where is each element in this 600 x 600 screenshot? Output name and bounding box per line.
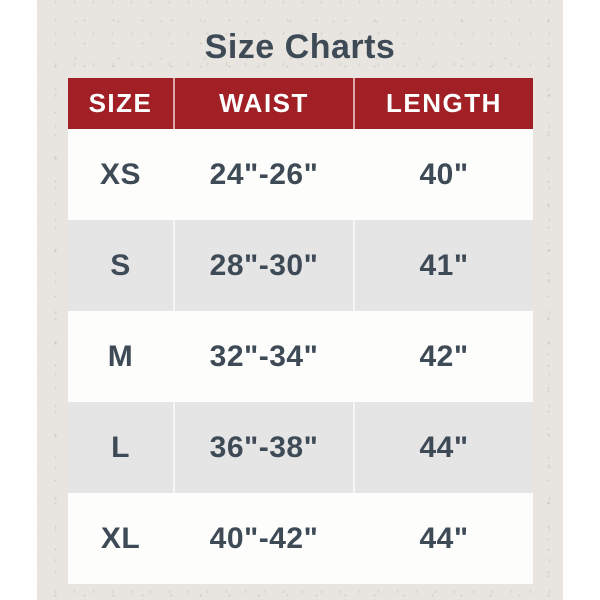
cell-size: M — [68, 311, 173, 402]
size-chart-table: SIZE WAIST LENGTH XS 24"-26" 40" S 28"-3… — [68, 78, 533, 584]
cell-waist: 24"-26" — [173, 129, 353, 220]
page-title: Size Charts — [204, 28, 396, 66]
cell-waist: 28"-30" — [173, 220, 353, 311]
cell-length: 42" — [353, 311, 533, 402]
table-row-m: M 32"-34" 42" — [68, 311, 533, 402]
table-row-s: S 28"-30" 41" — [68, 220, 533, 311]
table-header-row: SIZE WAIST LENGTH — [68, 78, 533, 129]
cell-waist: 36"-38" — [173, 402, 353, 493]
cell-length: 44" — [353, 402, 533, 493]
paper-background: Size Charts SIZE WAIST LENGTH XS 24"-26"… — [37, 0, 563, 600]
cell-waist: 40"-42" — [173, 493, 353, 584]
cell-length: 41" — [353, 220, 533, 311]
header-cell-waist: WAIST — [173, 78, 353, 129]
table-row-xs: XS 24"-26" 40" — [68, 129, 533, 220]
cell-size: L — [68, 402, 173, 493]
header-cell-size: SIZE — [68, 78, 173, 129]
table-row-l: L 36"-38" 44" — [68, 402, 533, 493]
cell-length: 44" — [353, 493, 533, 584]
cell-size: XS — [68, 129, 173, 220]
cell-waist: 32"-34" — [173, 311, 353, 402]
cell-length: 40" — [353, 129, 533, 220]
cell-size: S — [68, 220, 173, 311]
table-row-xl: XL 40"-42" 44" — [68, 493, 533, 584]
header-cell-length: LENGTH — [353, 78, 533, 129]
cell-size: XL — [68, 493, 173, 584]
